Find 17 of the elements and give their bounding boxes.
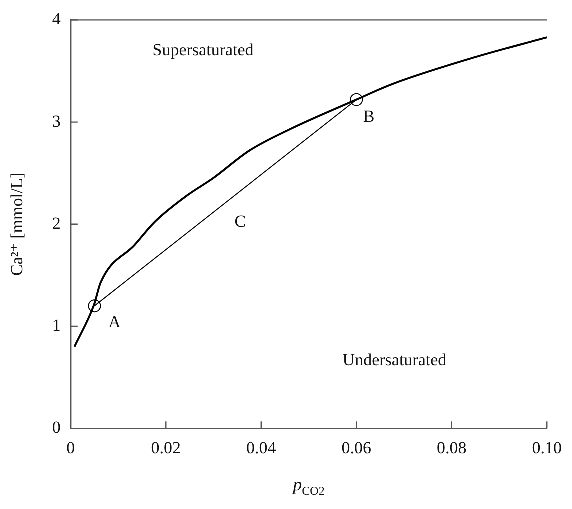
x-tick-label: 0.04 (246, 438, 277, 458)
x-tick-label: 0.08 (437, 438, 467, 458)
annotation: Supersaturated (152, 40, 254, 60)
annotation: A (108, 312, 122, 332)
y-tick-label: 4 (52, 10, 62, 29)
y-tick-label: 0 (52, 418, 61, 438)
y-tick-label: 1 (52, 316, 61, 335)
x-tick-label: 0.02 (151, 438, 182, 458)
x-tick-label: 0 (66, 438, 76, 458)
x-tick-label: 0.06 (342, 438, 372, 458)
annotation: C (234, 212, 246, 231)
annotation: Undersaturated (342, 350, 448, 370)
x-tick-label: 0.10 (532, 438, 562, 458)
y-axis-title: Ca²⁺ [mmol/L] (8, 172, 27, 276)
annotation: B (363, 106, 375, 126)
y-tick-label: 2 (52, 214, 61, 233)
y-tick-label: 3 (52, 112, 61, 131)
